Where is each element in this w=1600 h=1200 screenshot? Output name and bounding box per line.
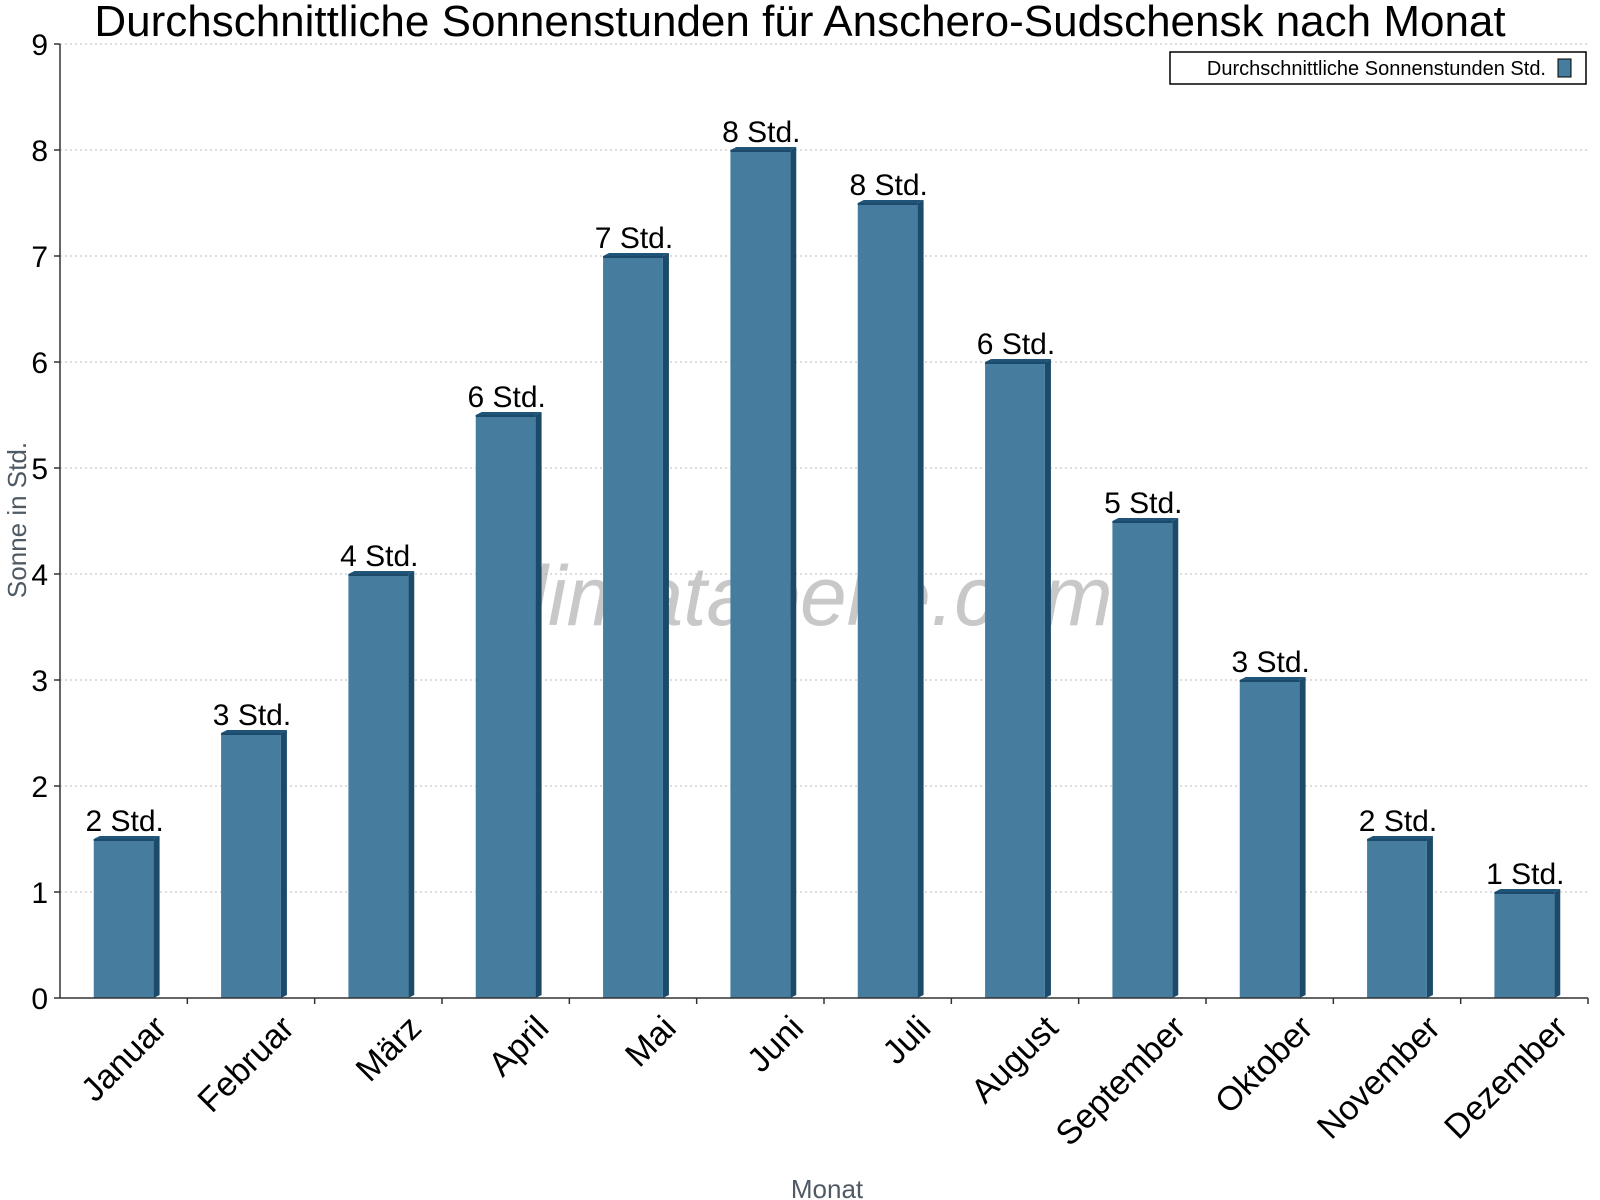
x-tick-labels: Januar Februar März April Mai Juni Juli AugustS…	[74, 1008, 1575, 1153]
value-label: 2 Std.	[85, 805, 163, 838]
bar	[1112, 521, 1173, 998]
x-tick-label: Mai	[618, 1009, 684, 1075]
bar-top	[985, 359, 1051, 362]
legend-swatch	[1557, 58, 1572, 78]
legend-box	[1169, 51, 1587, 85]
y-tick-label: 7	[31, 241, 48, 274]
bar-top	[1239, 677, 1306, 680]
bar-top	[603, 253, 669, 256]
value-label: 6 Std.	[977, 328, 1055, 361]
legend: Durchschnittliche Sonnenstunden Std.	[1169, 51, 1587, 85]
x-tick-label: Juni	[740, 1009, 811, 1080]
value-label: 2 Std.	[1359, 805, 1437, 838]
x-tick-label: Januar	[74, 1009, 174, 1109]
value-label: 3 Std.	[213, 699, 291, 732]
gridlines	[60, 43, 1588, 893]
x-tick-label: August	[964, 1008, 1066, 1110]
bar-top	[1367, 836, 1433, 839]
bar	[348, 574, 409, 998]
bar-side	[280, 730, 287, 998]
bar-side	[662, 253, 669, 998]
y-tick-label: 9	[31, 29, 48, 62]
bar-top	[1494, 889, 1561, 892]
bar-top	[221, 730, 287, 733]
bar	[93, 839, 154, 998]
bar	[221, 733, 281, 998]
x-tick-label: September	[1049, 1009, 1193, 1153]
y-tick-label: 3	[31, 665, 48, 698]
value-label: 3 Std.	[1231, 646, 1309, 679]
y-tick-label: 6	[31, 347, 48, 380]
bar-side	[1172, 518, 1179, 998]
bar	[1239, 680, 1300, 998]
x-tick-label: November	[1310, 1009, 1448, 1147]
bar	[730, 150, 791, 998]
value-label: 1 Std.	[1486, 858, 1564, 891]
value-label: 8 Std.	[849, 169, 927, 202]
y-tick-label: 2	[31, 771, 48, 804]
x-axis-title: Monat	[791, 1174, 864, 1200]
bars: 2 Std. 3 Std. 4 Std. 6 Std. 7 Std. 8 Std. 8 St…	[85, 116, 1565, 998]
bar-side	[1426, 836, 1433, 998]
bar	[985, 362, 1045, 998]
y-tick-label: 1	[31, 877, 48, 910]
y-tick-label: 5	[31, 453, 48, 486]
axes	[54, 43, 1589, 1004]
bar-side	[153, 836, 160, 998]
y-tick-label: 4	[31, 559, 48, 592]
bar	[603, 256, 663, 998]
legend-label: Durchschnittliche Sonnenstunden Std.	[1207, 58, 1546, 80]
y-tick-labels: 0 1 2 3 4 5 6 7 8 9	[31, 29, 48, 1016]
bar-side	[1044, 359, 1051, 998]
bar	[1367, 839, 1427, 998]
bar	[857, 203, 918, 998]
x-tick-label: Juli	[875, 1009, 938, 1072]
bar-side	[790, 147, 797, 998]
chart-title: Durchschnittliche Sonnenstunden für Ansc…	[94, 0, 1505, 46]
bar-side	[1299, 677, 1306, 998]
bar	[475, 415, 536, 998]
bar-top	[857, 200, 924, 203]
value-label: 6 Std.	[467, 381, 545, 414]
x-tick-label: April	[481, 1009, 556, 1084]
value-label: 5 Std.	[1104, 487, 1182, 520]
bar-top	[730, 147, 797, 150]
bar-side	[408, 571, 415, 998]
y-tick-label: 8	[31, 135, 48, 168]
x-tick-label: Oktober	[1208, 1009, 1320, 1121]
x-tick-label: Februar	[191, 1009, 302, 1120]
x-tick-label: März	[349, 1009, 429, 1089]
bar-side	[1554, 889, 1561, 998]
value-label: 8 Std.	[722, 116, 800, 149]
bar-top	[93, 836, 160, 839]
bar-top	[1112, 518, 1179, 521]
x-tick-label: Dezember	[1437, 1009, 1575, 1147]
y-tick-label: 0	[31, 983, 48, 1016]
bar-side	[917, 200, 924, 998]
value-label: 7 Std.	[595, 222, 673, 255]
value-label: 4 Std.	[340, 540, 418, 573]
bar-top	[475, 412, 542, 415]
bar	[1494, 892, 1555, 998]
bar-side	[535, 412, 542, 998]
y-axis-title: Sonne in Std.	[2, 442, 32, 598]
bar-top	[348, 571, 415, 574]
